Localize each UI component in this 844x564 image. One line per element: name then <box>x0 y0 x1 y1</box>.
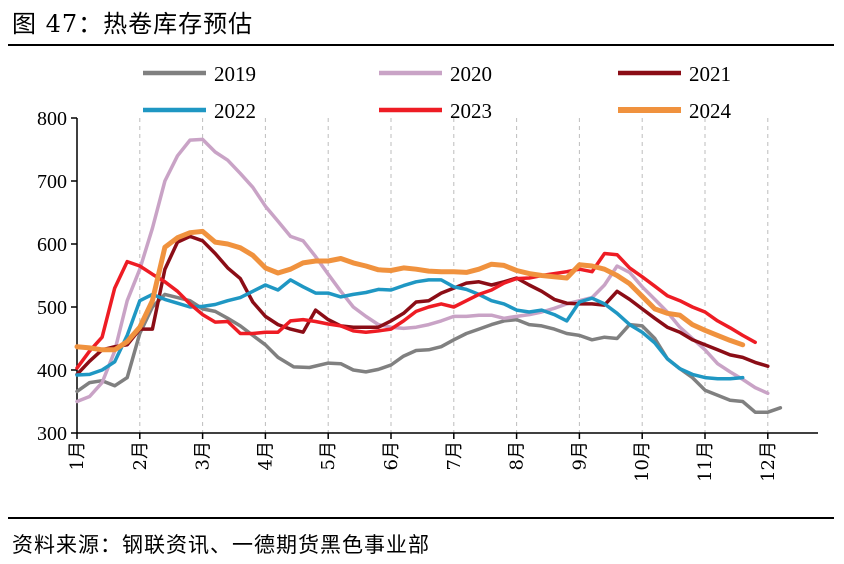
x-tick-label: 3月 <box>193 441 214 470</box>
x-tick-label: 10月 <box>632 441 653 482</box>
y-tick-label: 700 <box>37 171 67 193</box>
x-tick-label: 7月 <box>444 441 465 470</box>
y-tick-label: 800 <box>37 108 67 130</box>
chart-series <box>74 137 783 414</box>
bottom-rule <box>8 517 834 519</box>
legend-label-2021: 2021 <box>689 62 731 86</box>
series-line-2022 <box>75 278 745 381</box>
legend-label-2022: 2022 <box>214 99 256 123</box>
series-line-2024 <box>74 228 746 353</box>
x-tick-label: 11月 <box>695 441 716 482</box>
line-chart: 300 400 500 600 700 800 1月 2月 3月 4月 5月 6月 7月 8月 9月 10月 1… <box>37 62 818 482</box>
y-tick-label: 300 <box>37 423 67 445</box>
series-line-2023 <box>75 251 757 370</box>
x-tick-label: 5月 <box>318 441 339 470</box>
x-tick-label: 9月 <box>569 441 590 470</box>
chart-axes: 300 400 500 600 700 800 1月 2月 3月 4月 5月 6月 7月 8月 9月 10月 1… <box>37 108 818 482</box>
legend-label-2023: 2023 <box>450 99 492 123</box>
x-tick-label: 8月 <box>507 441 528 470</box>
legend-label-2019: 2019 <box>214 62 256 86</box>
top-rule <box>8 44 834 46</box>
series-line-2020 <box>75 137 770 404</box>
y-tick-label: 400 <box>37 360 67 382</box>
y-tick-label: 500 <box>37 297 67 319</box>
figure-title: 图 47：热卷库存预估 <box>12 10 254 38</box>
series-line-2021 <box>75 234 770 377</box>
x-tick-label: 6月 <box>381 441 402 470</box>
x-tick-label: 12月 <box>758 441 779 482</box>
x-tick-label: 4月 <box>255 441 276 470</box>
chart-legend: 2019 2020 2021 2022 2023 2024 <box>143 62 732 123</box>
y-tick-label: 600 <box>37 234 67 256</box>
legend-label-2020: 2020 <box>450 62 492 86</box>
x-tick-label: 1月 <box>67 441 88 470</box>
x-tick-label: 2月 <box>130 441 151 470</box>
source-note: 资料来源：钢联资讯、一德期货黑色事业部 <box>12 533 430 557</box>
legend-label-2024: 2024 <box>689 99 732 123</box>
